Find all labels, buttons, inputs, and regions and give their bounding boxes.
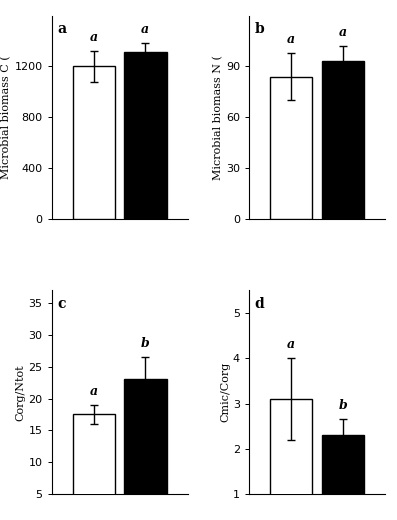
Bar bbox=[124, 53, 167, 219]
Bar bbox=[73, 67, 115, 219]
Text: c: c bbox=[57, 296, 66, 310]
Text: a: a bbox=[287, 338, 295, 351]
Bar bbox=[322, 435, 364, 520]
Y-axis label: Microbial biomass C (: Microbial biomass C ( bbox=[1, 56, 12, 179]
Text: a: a bbox=[141, 23, 149, 36]
Y-axis label: Cmic/Corg: Cmic/Corg bbox=[220, 362, 230, 422]
Bar bbox=[124, 380, 167, 520]
Bar bbox=[73, 414, 115, 520]
Text: a: a bbox=[90, 385, 98, 398]
Text: a: a bbox=[90, 31, 98, 44]
Bar bbox=[270, 76, 312, 219]
Text: a: a bbox=[287, 33, 295, 46]
Text: a: a bbox=[57, 22, 66, 36]
Bar bbox=[322, 61, 364, 219]
Text: b: b bbox=[338, 399, 347, 412]
Text: b: b bbox=[141, 337, 150, 350]
Text: b: b bbox=[254, 22, 264, 36]
Text: a: a bbox=[339, 26, 347, 39]
Y-axis label: Corg/Ntot: Corg/Ntot bbox=[15, 364, 26, 421]
Bar bbox=[270, 399, 312, 520]
Text: d: d bbox=[254, 296, 264, 310]
Y-axis label: Microbial biomass N (: Microbial biomass N ( bbox=[213, 55, 223, 180]
